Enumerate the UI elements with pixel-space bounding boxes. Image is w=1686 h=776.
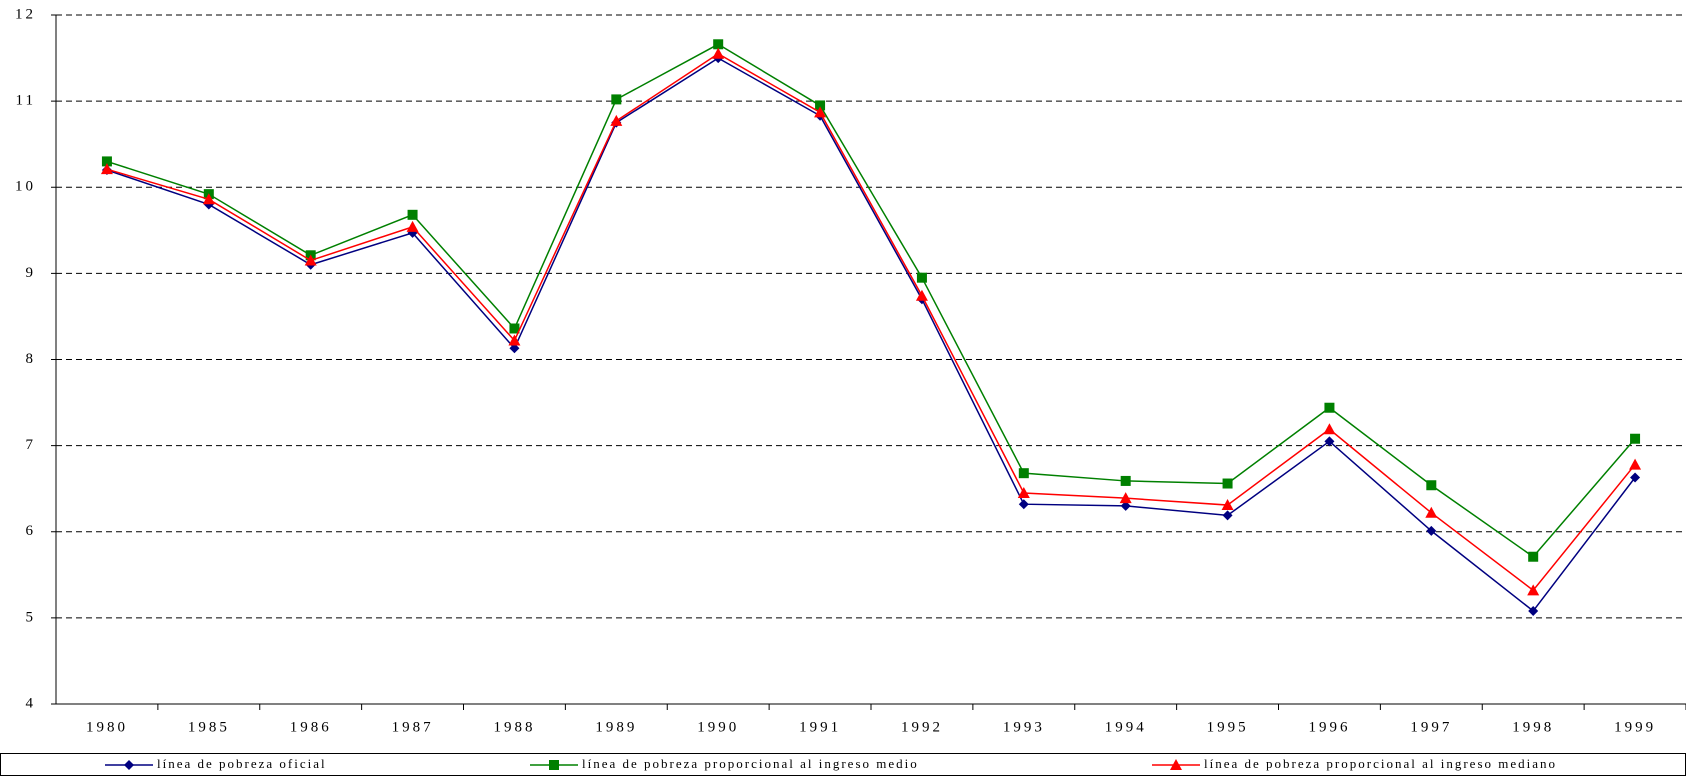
series-line (106, 57, 1636, 613)
legend-marker (124, 760, 134, 770)
x-tick-label: 1991 (799, 719, 841, 735)
y-tick-label: 12 (15, 6, 36, 22)
y-tick-label: 10 (15, 179, 36, 195)
x-tick-label: 1988 (493, 719, 535, 735)
point (814, 106, 827, 118)
x-tick-label: 1997 (1410, 719, 1452, 735)
y-tick-label: 7 (26, 437, 37, 453)
point (509, 323, 520, 334)
series-line (106, 52, 1636, 592)
x-tick-label: 1996 (1308, 719, 1350, 735)
point (1017, 486, 1030, 498)
point (1630, 472, 1641, 483)
y-tick-label: 9 (26, 265, 37, 281)
legend-marker (549, 760, 559, 770)
point (1528, 605, 1539, 616)
point (1222, 478, 1233, 489)
point (1426, 525, 1437, 536)
x-tick-label: 1994 (1105, 719, 1147, 735)
point (1426, 480, 1437, 491)
x-tick-label: 1998 (1512, 719, 1554, 735)
point (1018, 499, 1029, 510)
point (915, 289, 928, 301)
x-tick-label: 1992 (901, 719, 943, 735)
point (815, 100, 826, 111)
point (407, 209, 418, 220)
point (1629, 458, 1642, 470)
y-tick-label: 4 (26, 695, 37, 711)
x-tick-label: 1987 (392, 719, 434, 735)
point (1324, 436, 1335, 447)
y-tick-label: 6 (26, 523, 37, 539)
y-tick-label: 11 (16, 93, 36, 109)
x-tick-label: 1990 (697, 719, 739, 735)
point (1323, 423, 1336, 435)
x-tick-label: 1989 (595, 719, 637, 735)
y-tick-label: 8 (26, 351, 37, 367)
point (508, 334, 521, 346)
legend-label: línea de pobreza proporcional al ingreso… (1204, 756, 1557, 771)
point (610, 114, 623, 126)
point (101, 156, 112, 167)
point (1119, 492, 1132, 504)
point (406, 220, 419, 232)
legend-marker (1170, 759, 1182, 770)
point (1120, 500, 1131, 511)
legend-label: línea de pobreza proporcional al ingreso… (582, 756, 919, 771)
point (916, 272, 927, 283)
x-tick-label: 1985 (188, 719, 230, 735)
point (1324, 402, 1335, 413)
point (304, 254, 317, 266)
point (509, 343, 520, 354)
point (713, 39, 724, 50)
x-tick-label: 1986 (290, 719, 332, 735)
point (1630, 433, 1641, 444)
point (1425, 506, 1438, 518)
point (202, 193, 215, 205)
point (100, 163, 113, 175)
x-tick-label: 1995 (1207, 719, 1249, 735)
point (1221, 499, 1234, 511)
point (1120, 475, 1131, 486)
y-tick-label: 5 (26, 609, 37, 625)
series-line (106, 43, 1636, 558)
x-tick-label: 1980 (86, 719, 128, 735)
point (1222, 510, 1233, 521)
point (1018, 468, 1029, 479)
x-tick-label: 1999 (1614, 719, 1656, 735)
legend-label: línea de pobreza oficial (157, 756, 327, 771)
point (611, 94, 622, 105)
point (712, 47, 725, 59)
point (1528, 551, 1539, 562)
x-tick-label: 1993 (1003, 719, 1045, 735)
point (1527, 584, 1540, 596)
